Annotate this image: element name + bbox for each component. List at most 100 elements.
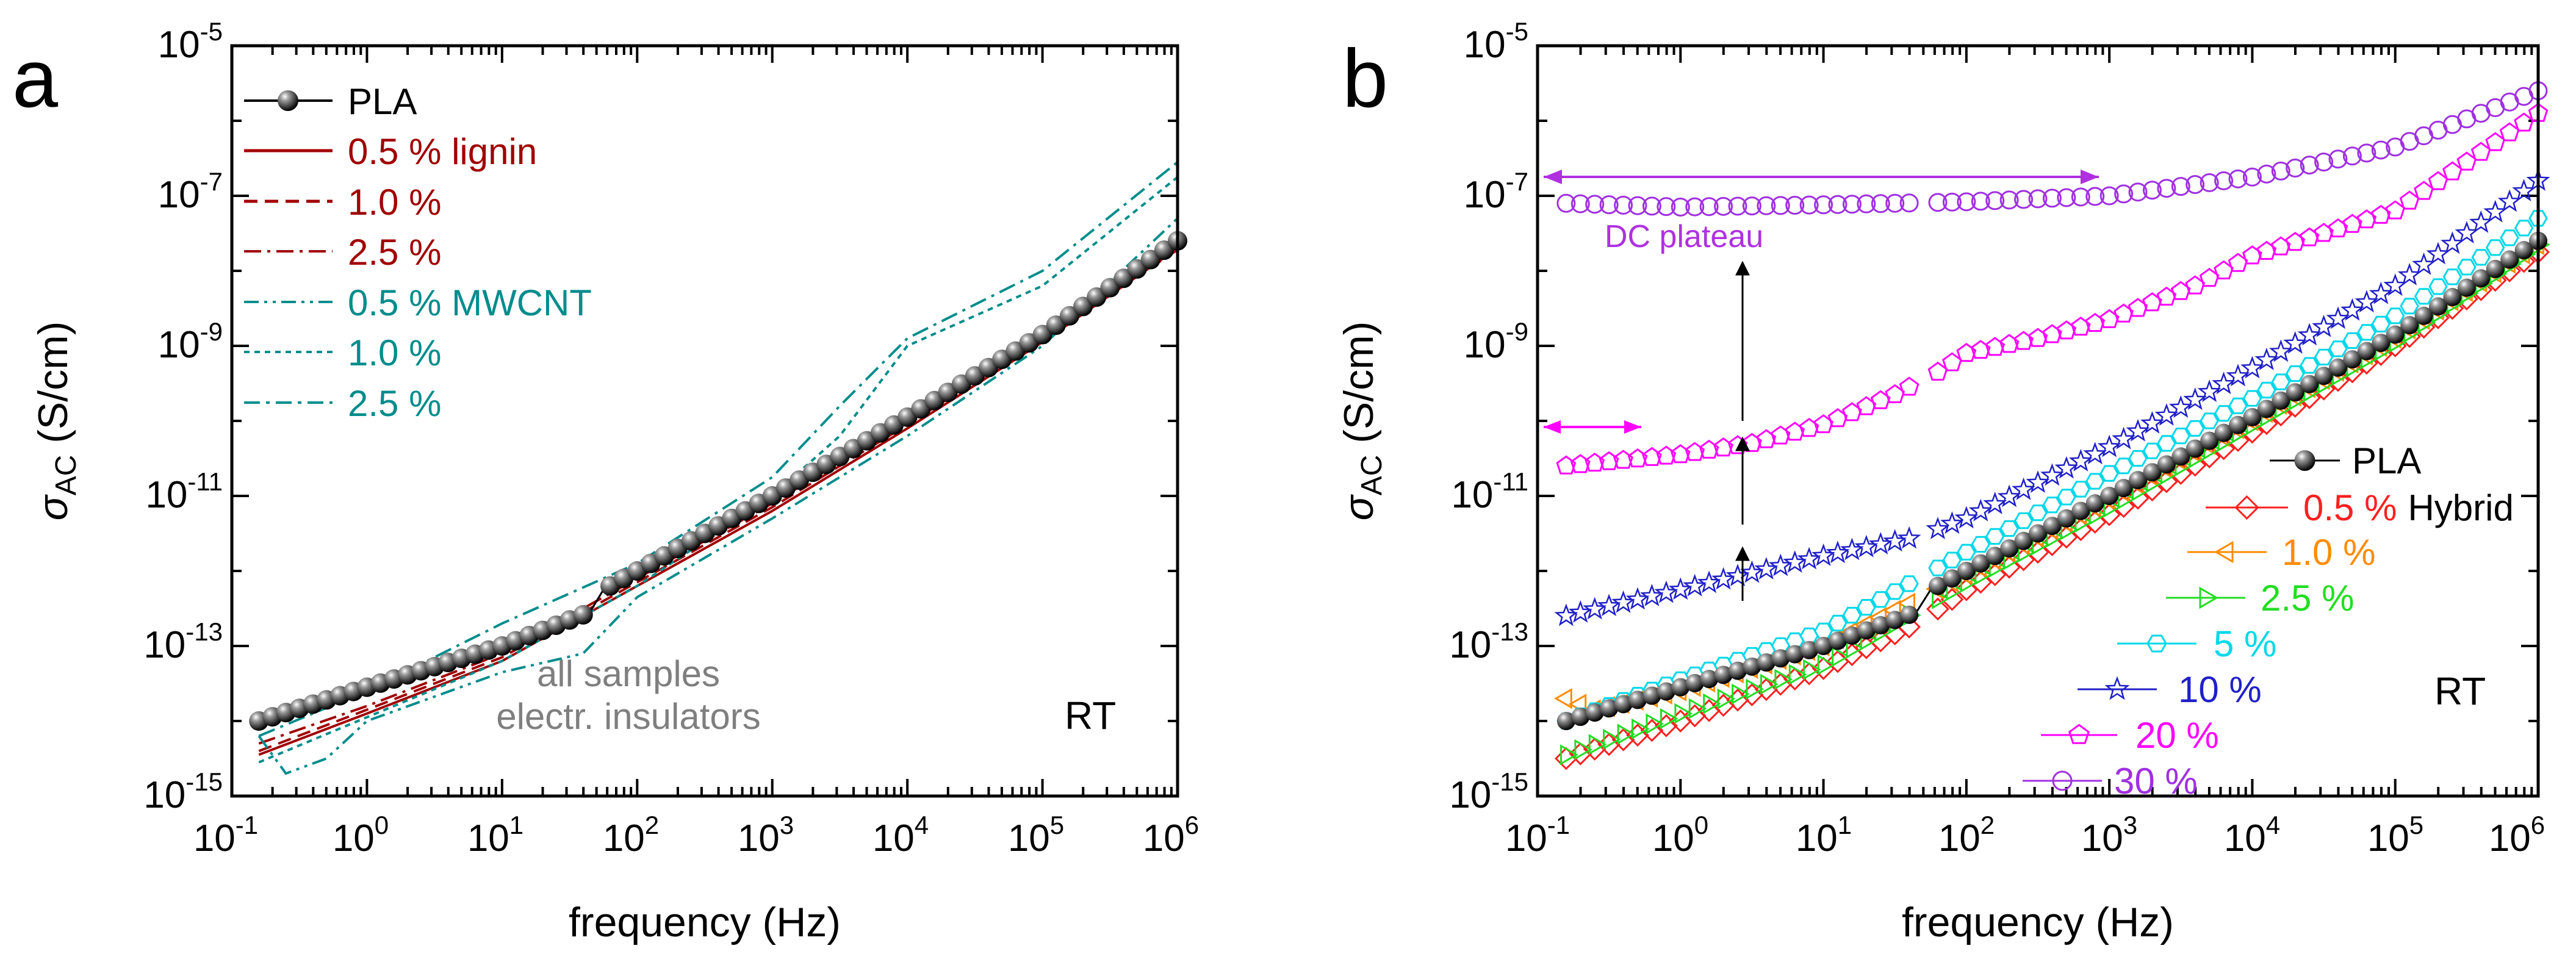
data-point [1971,536,1991,553]
data-point [2157,435,2176,452]
data-point [2085,494,2104,513]
x-tick-label: 100 [333,811,389,859]
data-point [1868,532,1893,555]
data-point [1814,195,1833,215]
plot-frame-b [1536,44,2540,798]
data-point [2426,242,2450,265]
data-point [2183,387,2207,411]
data-point [1743,657,1761,676]
data-point [2228,397,2248,414]
data-point [2371,140,2391,160]
data-point [2112,426,2135,450]
y-tick-label: 10-11 [145,467,223,516]
data-point [2457,259,2477,276]
data-point [1674,703,1693,724]
data-point [2143,463,2162,482]
data-point [1556,712,1575,730]
data-point [1854,534,1879,558]
data-point [1857,621,1876,640]
data-point [2168,395,2193,418]
data-point [2040,463,2064,486]
data-point [1757,196,1776,215]
data-point [2043,517,2062,536]
data-point [2257,400,2276,418]
data-point [2456,151,2477,171]
data-point [2294,450,2315,471]
data-point [1774,669,1793,690]
legend-label: PLA [2352,440,2421,481]
data-point [2085,187,2105,206]
data-point [1998,555,2021,579]
legend-item: 30 % [2023,761,2198,802]
y-tick-labels-a: 10-15 10-13 10-11 10-9 10-7 10-5 [143,17,223,816]
data-point [2068,448,2093,472]
legend-label: 1.0 % [348,332,441,373]
data-point [2357,342,2376,361]
legend-item: 20 % [2041,715,2219,756]
panel-label-a: a [12,32,59,124]
data-point [2129,471,2147,490]
data-point [1714,196,1733,216]
data-point [2442,161,2463,181]
data-point [1857,194,1876,213]
data-point [1899,575,1919,592]
data-point [1746,678,1765,700]
y-tick-labels-b: 10-15 10-13 10-11 10-9 10-7 10-5 [1449,17,1528,816]
data-point [2455,221,2479,244]
x-tick-label: 106 [1143,811,1199,859]
data-point [1640,584,1664,607]
data-point [1885,611,1904,630]
data-point [1657,197,1676,217]
data-point [2457,278,2476,297]
data-point [2485,239,2505,256]
legend-item: 2.5 % [244,232,441,273]
data-point [2314,367,2333,386]
data-point [2512,179,2536,202]
data-point [1926,517,1950,540]
data-point [2470,142,2491,161]
legend-label: 0.5 % MWCNT [348,282,592,323]
data-point [1942,551,1962,569]
data-point [1942,192,1962,212]
series-group-a [249,161,1187,775]
data-point [1842,195,1862,214]
data-point [1985,528,2005,545]
data-point [2300,357,2319,374]
data-point [2028,189,2048,209]
data-point [1700,670,1719,689]
data-point [1957,543,1976,561]
x-tick-label: 103 [738,811,794,859]
data-point [2528,210,2548,227]
data-point [1570,194,1590,213]
panel-label-b: b [1342,32,1388,124]
data-point [2257,164,2276,184]
data-point [1613,450,1633,469]
x-tick-label: 106 [2489,811,2545,859]
data-point [1840,537,1864,561]
legend-label: 2.5 % [348,232,441,273]
data-point [2071,187,2090,207]
x-tick-label: 102 [1938,811,1995,859]
data-point [1885,583,1905,600]
data-point [1954,578,1978,601]
data-point [1785,195,1805,215]
data-point [2314,223,2334,242]
data-point [2126,486,2150,510]
data-point [2314,152,2334,172]
data-point [2028,504,2048,522]
data-point [2254,348,2279,370]
data-point [2242,390,2262,407]
legend-label: 2.5 % [348,383,441,424]
legend-item: PLA [2270,440,2421,481]
data-point [1799,195,1819,215]
data-point [2114,457,2134,475]
data-point [2146,634,2167,653]
data-point [2483,199,2508,223]
data-point [2071,481,2091,498]
data-point [1885,193,1905,213]
data-point [1603,728,1621,750]
data-point [2400,298,2419,315]
data-point [1671,678,1690,697]
data-point [573,604,593,625]
